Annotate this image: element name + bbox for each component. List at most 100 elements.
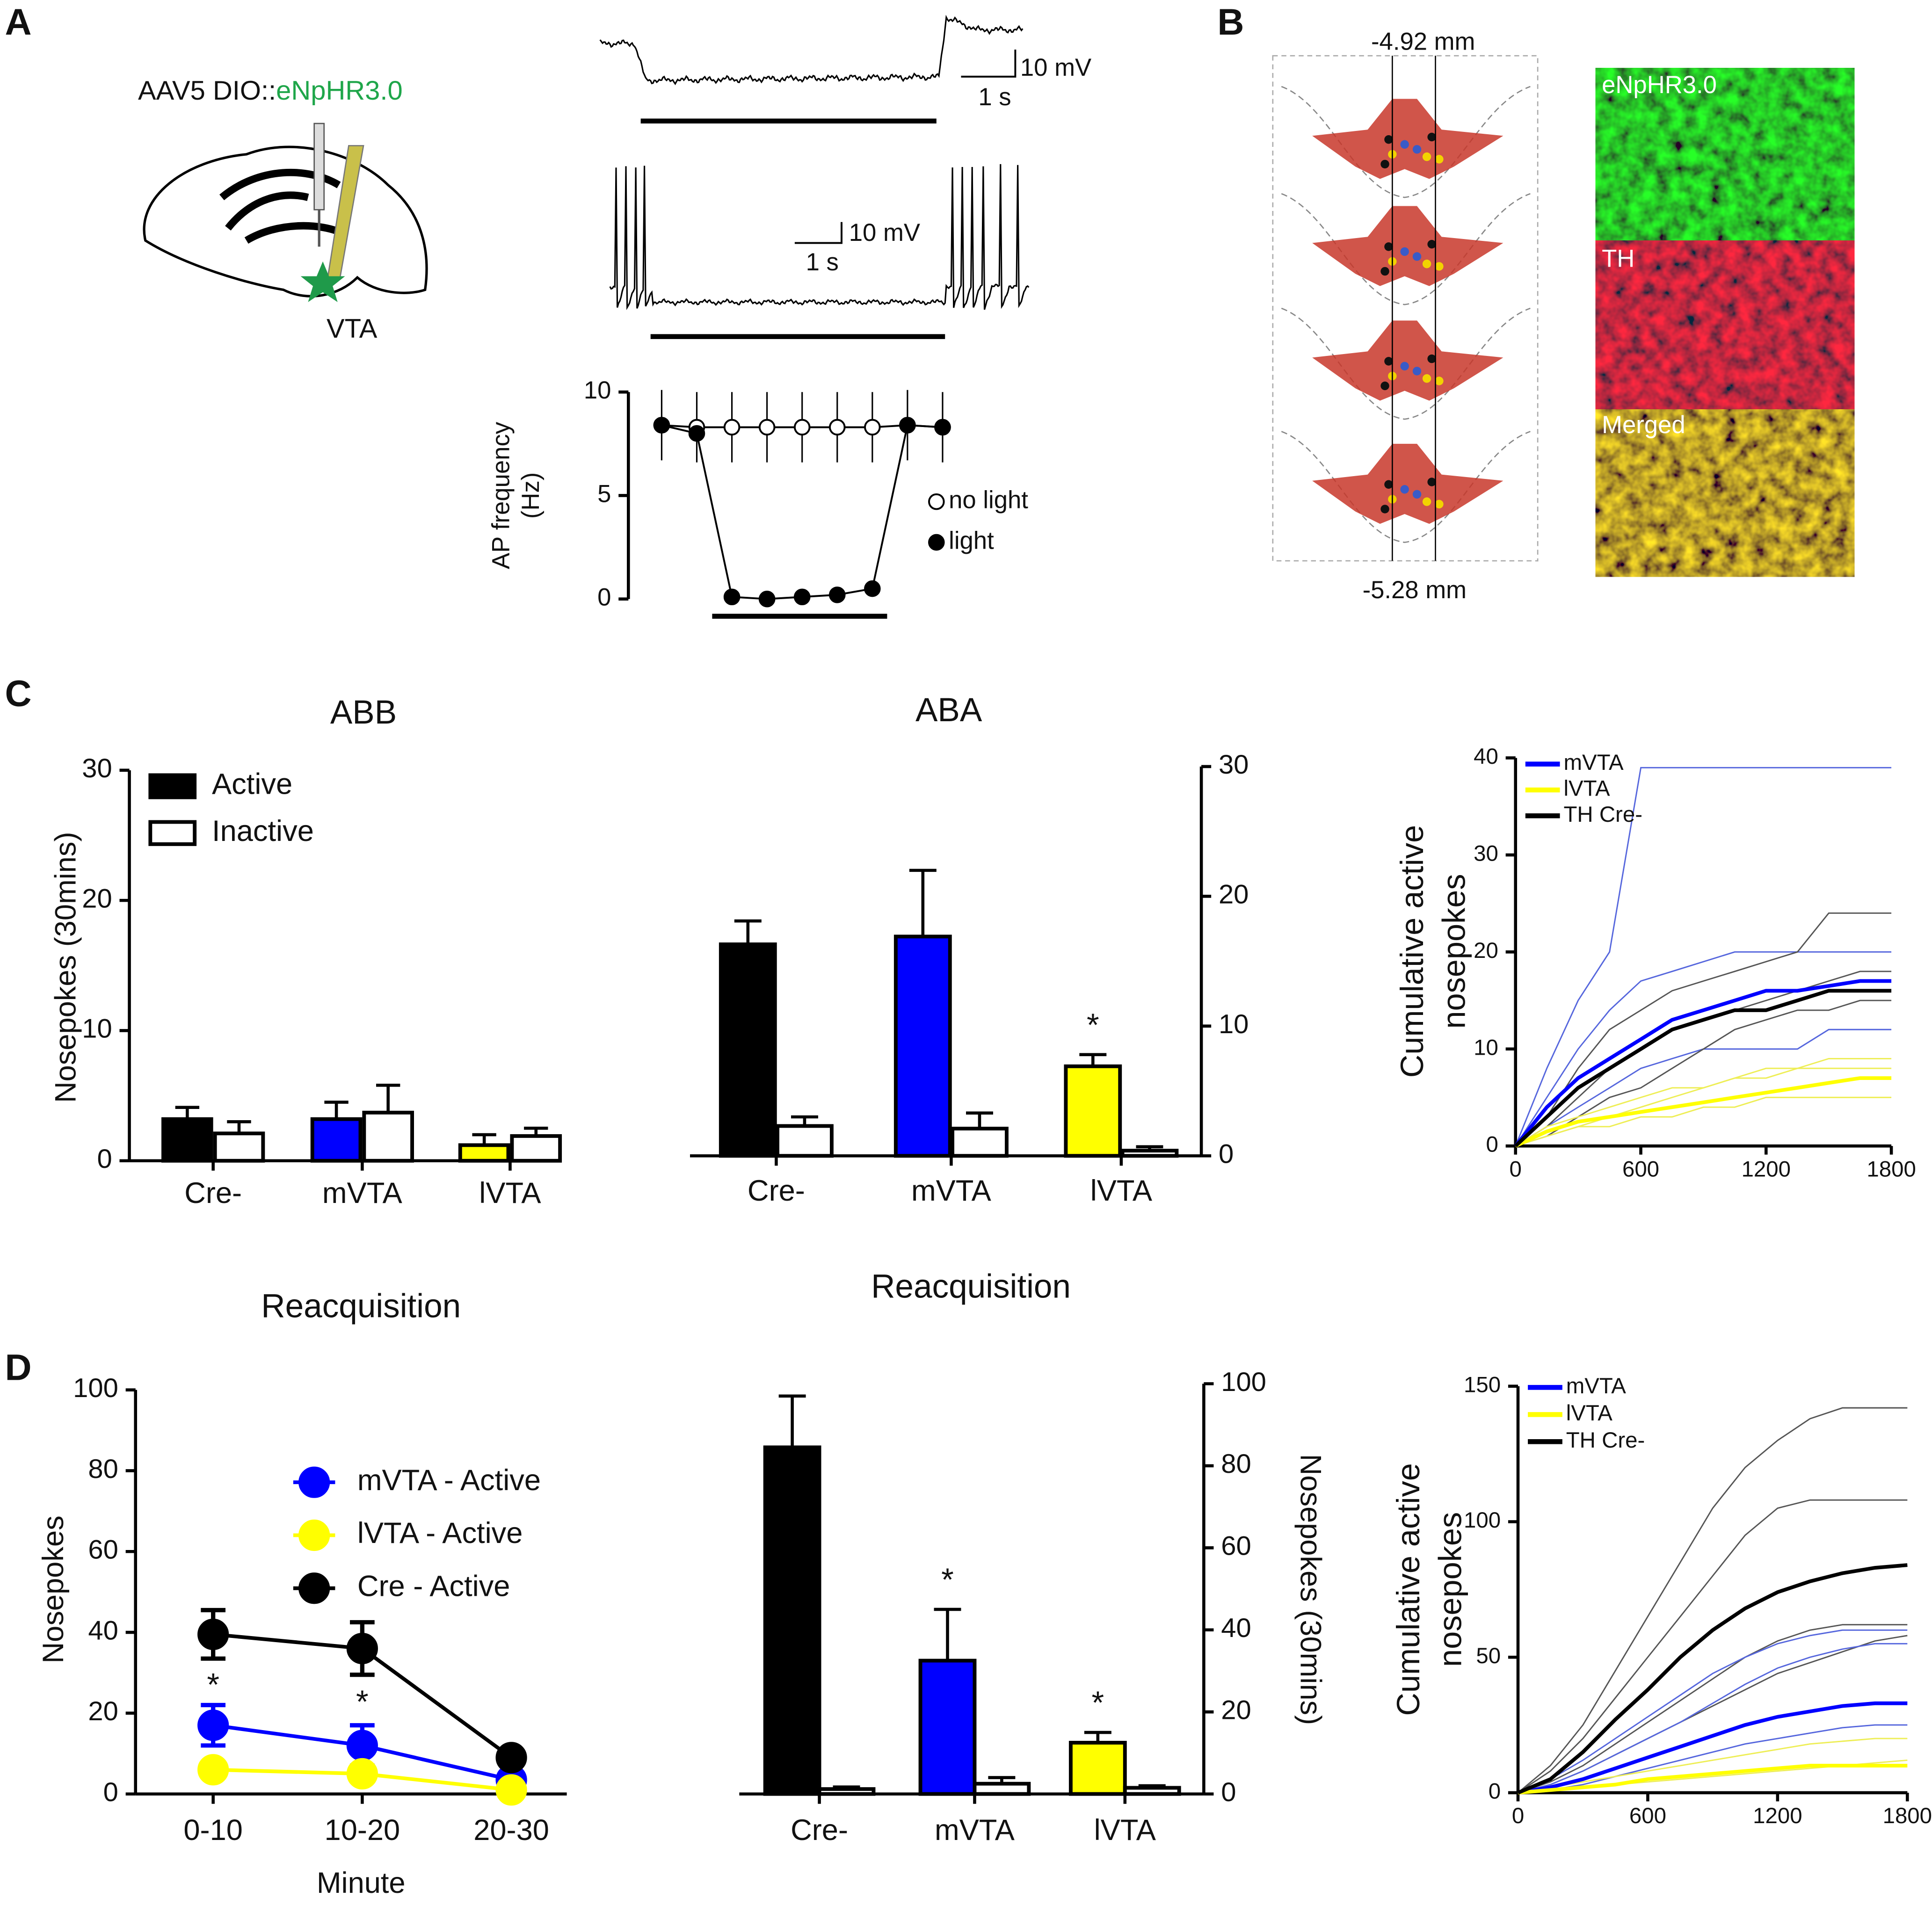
bar [510,1134,562,1163]
y-tick-label: 10 [1474,1035,1498,1060]
y-tick-label: 20 [1221,1695,1251,1725]
y-axis-label: Nosepokes (30mins) [1294,1454,1327,1725]
bar [1120,1149,1179,1158]
point [793,419,811,436]
y-tick-label: 0 [97,1144,112,1174]
y-tick-label: 80 [88,1454,118,1484]
bar [161,1117,213,1163]
point [197,1709,229,1741]
significance-mark: * [356,1684,369,1720]
placement-dot [1422,260,1431,268]
significance-mark: * [1092,1685,1104,1721]
scale-amplitude: 10 mV [849,219,920,246]
y-tick-label: 100 [1464,1508,1501,1533]
atlas-outline [1281,431,1531,543]
point [793,588,811,606]
vta-region [1312,99,1503,179]
bar [776,1124,834,1158]
y-axis-label: Nosepokes (30mins) [50,832,82,1103]
x-tick-label: 1200 [1742,1157,1791,1181]
y-tick-label: 40 [1474,744,1498,769]
x-tick-label: mVTA [911,1174,992,1207]
legend-label: mVTA - Active [357,1464,541,1497]
legend-marker [298,1519,330,1551]
x-tick-label: 0-10 [183,1814,243,1847]
bar [213,1131,265,1163]
y-tick-label: 100 [73,1373,118,1403]
x-tick-label: Cre- [791,1814,848,1847]
y-axis-label: Cumulative active [1394,825,1430,1078]
atlas-outline [1281,193,1531,305]
individual-trace [1515,951,1892,1146]
panel-label: A [5,1,32,43]
y-tick-label: 20 [1219,880,1249,910]
y-tick-label: 60 [1221,1531,1251,1561]
point [346,1758,378,1789]
error-bar [934,1608,961,1661]
individual-trace [1518,1643,1908,1794]
error-bar [909,869,937,937]
y-tick-label: 150 [1464,1372,1501,1397]
virus-label: AAV5 DIO::eNpHR3.0 [138,76,403,106]
legend-label: mVTA [1566,1374,1627,1398]
y-tick-label: 10 [82,1014,112,1044]
chart-title: ABB [330,694,397,731]
y-tick-label: 30 [1219,750,1249,780]
voltage-trace [609,164,1030,310]
y-axis-label: Nosepokes [37,1515,70,1663]
placement-dot [1412,367,1422,376]
legend-label: light [949,527,994,554]
point [864,580,881,597]
mean-line [1518,1701,1908,1795]
atlas-outline [1281,86,1531,198]
point [688,425,705,442]
legend-marker [298,1572,330,1604]
voltage-trace [599,14,1024,86]
panel-label: C [5,673,32,714]
legend-marker [928,534,945,551]
bar [362,1110,414,1163]
error-bar [734,919,762,945]
placement-dot [1384,242,1393,251]
chart-title: Reacquisition [261,1288,461,1325]
error-bar [376,1084,400,1113]
placement-dot [1427,478,1436,486]
placement-dot [1412,252,1422,261]
y-tick-label: 20 [88,1696,118,1726]
x-tick-label: Cre- [748,1174,805,1207]
micrograph [1595,240,1855,410]
point [864,419,881,436]
bar [763,1445,821,1796]
placement-dot [1435,155,1444,164]
y-axis-label: nosepokes [1436,874,1472,1029]
y-tick-label: 100 [1221,1367,1266,1397]
placement-dot [1380,381,1389,391]
channel-label: Merged [1602,411,1685,439]
atlas [1272,55,1539,562]
x-tick-label: lVTA [1090,1174,1153,1207]
point [899,417,916,434]
placement-dot [1422,152,1431,161]
individual-trace [1518,1624,1908,1794]
legend-label: Inactive [212,815,314,847]
y-tick-label: 0 [1219,1139,1234,1169]
y-tick-label: 20 [1474,938,1498,963]
scale-time: 1 s [806,248,839,276]
mean-line [1515,1076,1892,1148]
significance-mark: * [941,1562,954,1598]
y-tick-label: 60 [88,1535,118,1565]
point [828,587,846,603]
individual-trace [1515,1067,1892,1147]
syringe [313,123,325,210]
individual-trace [1518,1738,1908,1794]
error-bar [778,1394,806,1448]
point [653,417,670,434]
channel-label: TH [1602,245,1634,272]
y-tick-label: 0 [1486,1132,1498,1157]
mean-line [1514,979,1892,1147]
opsin: eNpHR3.0 [276,76,403,106]
atlas-outline [1281,307,1531,420]
legend-label: Active [212,768,292,801]
x-tick-label: 0 [1512,1804,1524,1828]
y-tick-label: 40 [88,1615,118,1645]
